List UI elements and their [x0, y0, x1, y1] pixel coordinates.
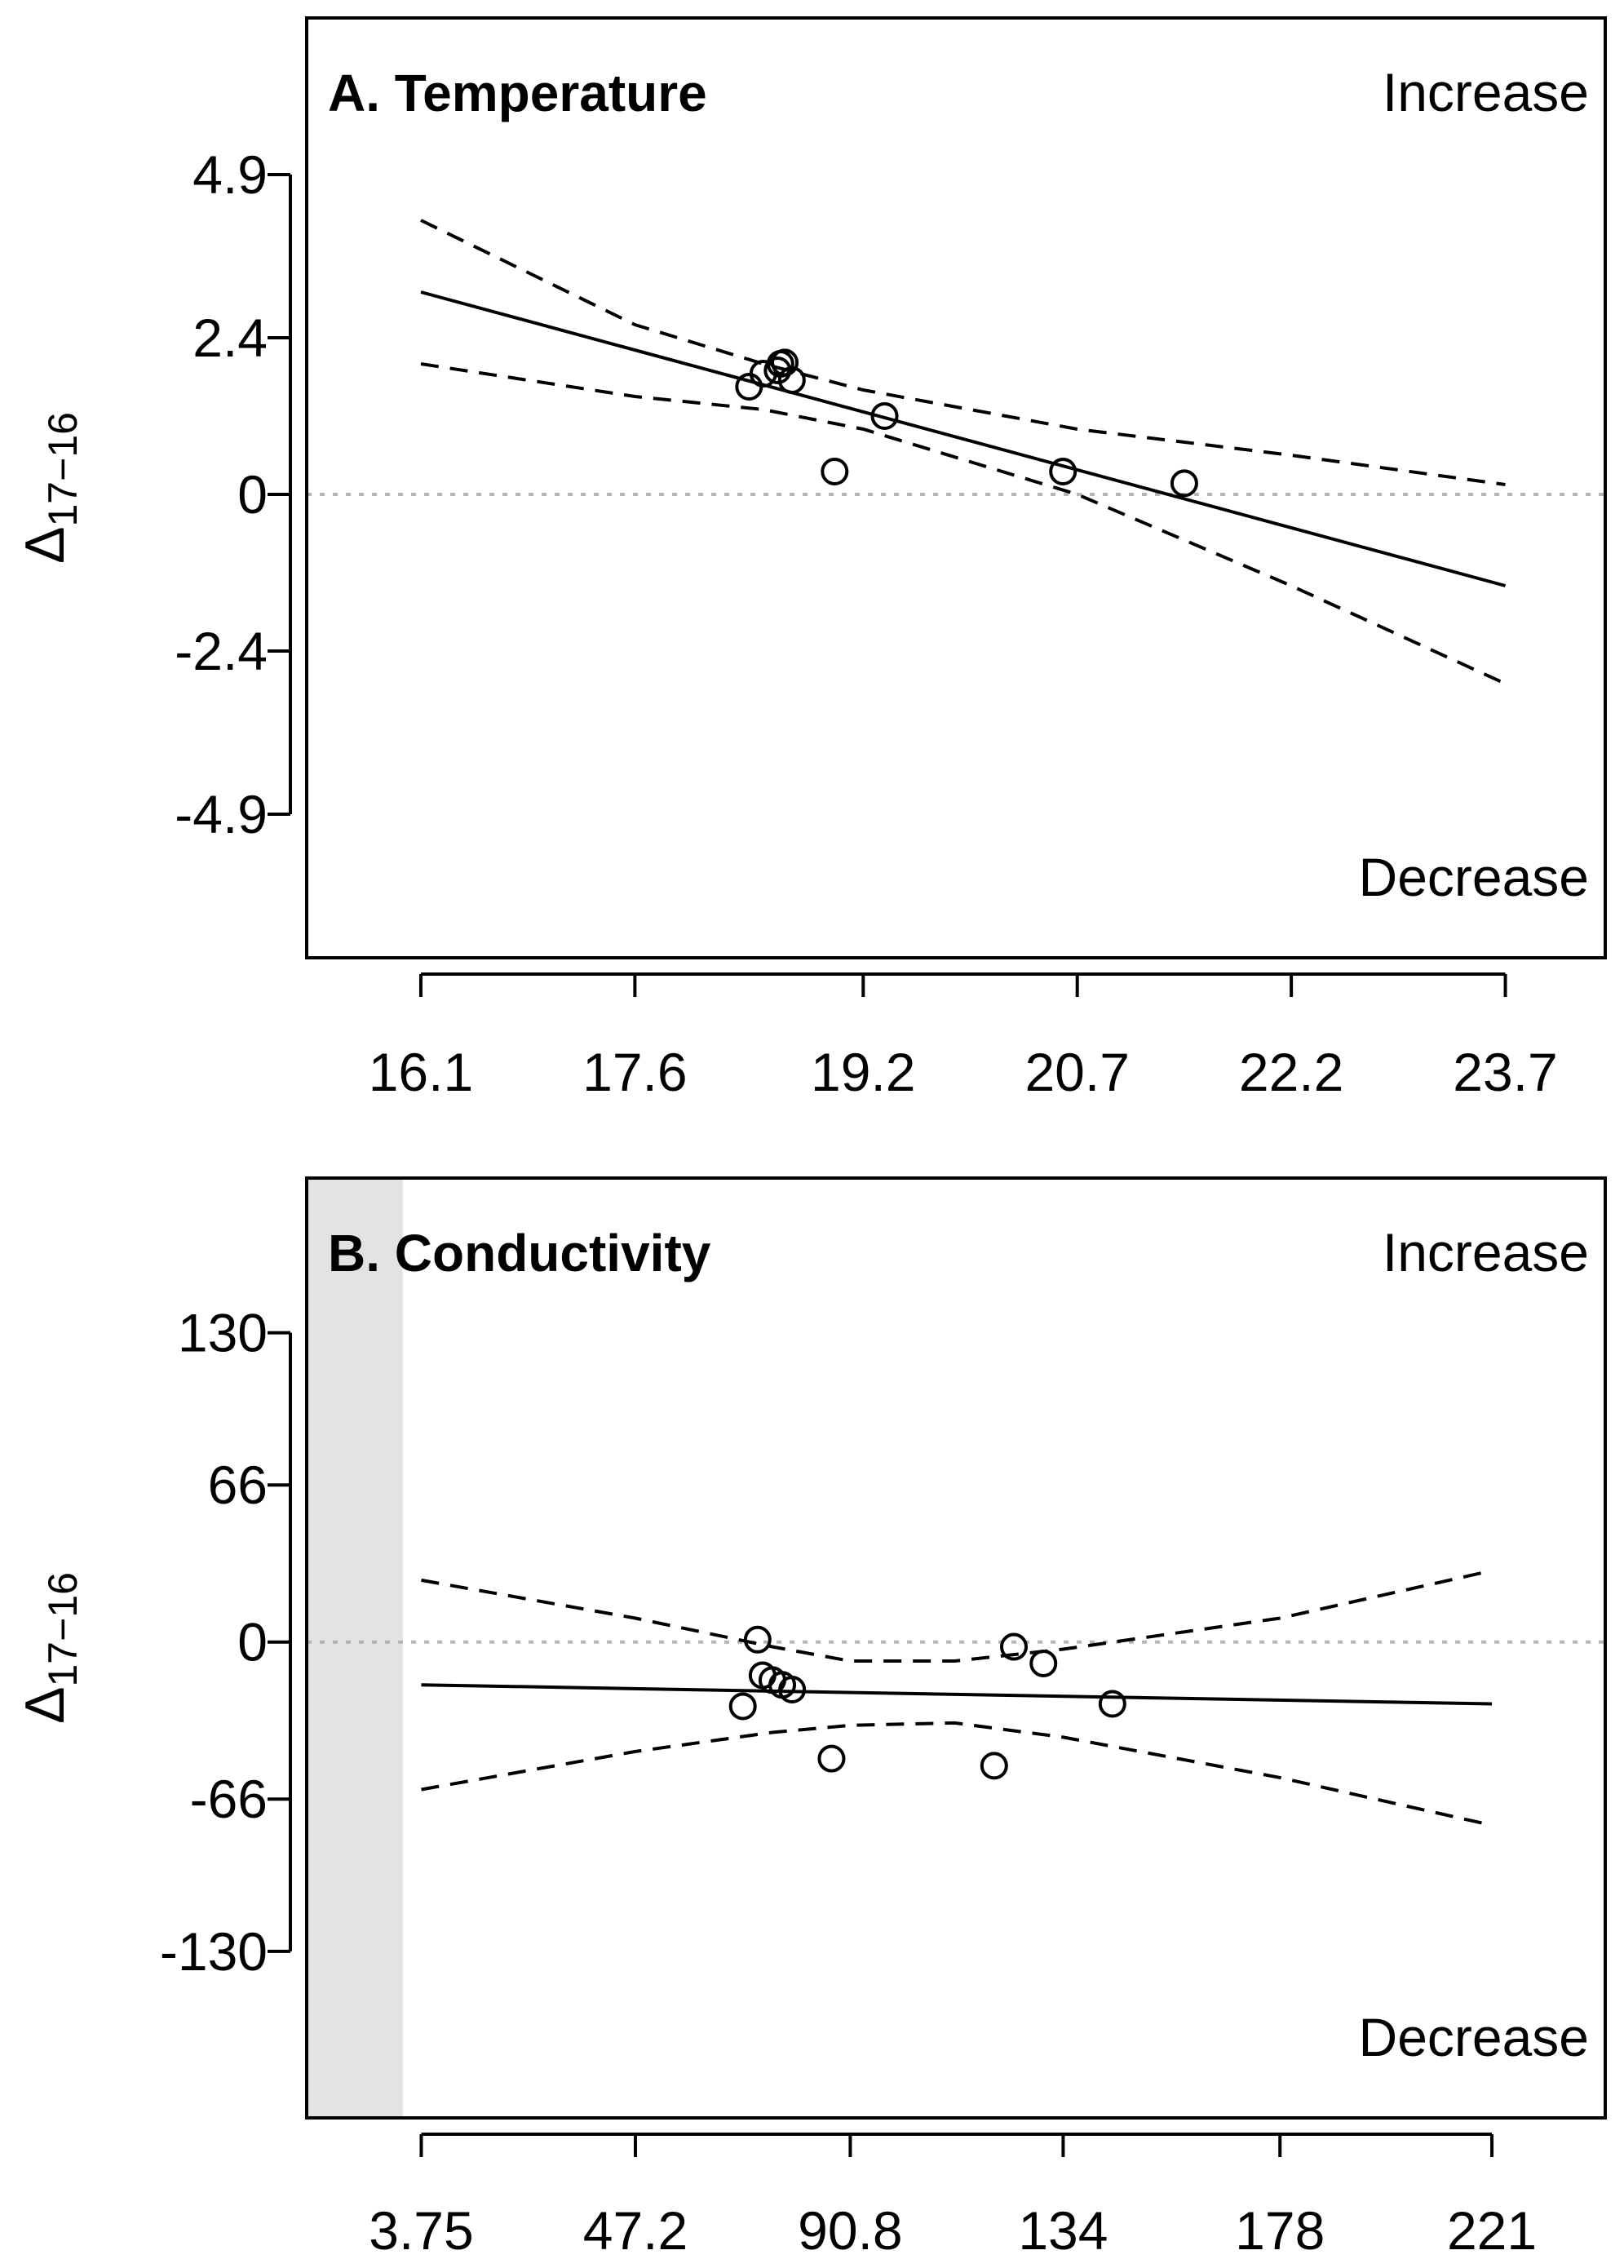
- x-tick-label: 47.2: [583, 2200, 688, 2261]
- data-point: [1029, 1649, 1058, 1677]
- y-tick-label: -130: [160, 1921, 268, 1982]
- ci-lower-line: [421, 1721, 1493, 1827]
- data-points: [735, 348, 1198, 498]
- increase-label: Increase: [1383, 62, 1589, 122]
- y-axis-title-symbol: Δ: [14, 527, 76, 564]
- data-points: [728, 1625, 1126, 1780]
- x-tick-label: 3.75: [369, 2200, 473, 2261]
- y-tick-label: -66: [190, 1769, 268, 1829]
- y-tick-label: 0: [237, 1612, 268, 1672]
- shaded-region: [307, 1178, 403, 2118]
- x-tick-label: 90.8: [798, 2200, 902, 2261]
- y-tick-label: -2.4: [175, 621, 268, 681]
- data-point: [771, 348, 799, 377]
- x-tick-label: 23.7: [1453, 1042, 1557, 1102]
- data-point: [1098, 1690, 1126, 1718]
- panel-title: A. Temperature: [328, 64, 707, 122]
- data-point: [1170, 469, 1198, 498]
- decrease-label: Decrease: [1359, 2007, 1589, 2067]
- ci-upper-line: [420, 219, 1506, 486]
- y-axis-title: Δ17−16: [14, 1572, 86, 1724]
- plot-frame: [305, 1176, 1607, 2120]
- ci-upper-line: [421, 1569, 1493, 1663]
- increase-label: Increase: [1383, 1222, 1589, 1282]
- data-point: [980, 1752, 1008, 1780]
- x-axis-ticks: [418, 974, 1507, 997]
- panel-title: B. Conductivity: [328, 1224, 711, 1282]
- ci-lower-line: [420, 362, 1507, 685]
- data-point: [1049, 458, 1078, 485]
- y-axis-ticks: [268, 1331, 290, 1953]
- data-point: [821, 458, 849, 485]
- regression-line: [420, 290, 1507, 587]
- data-point: [870, 402, 899, 430]
- x-tick-label: 22.2: [1239, 1042, 1343, 1102]
- x-tick-label: 134: [1018, 2200, 1108, 2261]
- panel-temperature: 16.1 17.6 19.2 20.7 22.2 23.7 4.9 2.4 0 …: [14, 16, 1607, 1102]
- data-point: [777, 366, 806, 394]
- y-axis-title-subscript: 17−16: [40, 1572, 86, 1686]
- data-point: [735, 373, 763, 401]
- data-point: [817, 1744, 846, 1773]
- panel-conductivity: 3.75 47.2 90.8 134 178 221 130 66 0 -66 …: [14, 1176, 1607, 2261]
- y-tick-label: -4.9: [175, 784, 268, 844]
- data-point: [743, 1625, 772, 1654]
- y-tick-label: 2.4: [192, 308, 268, 368]
- data-point: [999, 1632, 1028, 1661]
- y-tick-label: 130: [178, 1303, 268, 1363]
- data-point: [728, 1692, 757, 1721]
- x-tick-label: 221: [1447, 2200, 1537, 2261]
- y-axis-title-symbol: Δ: [14, 1687, 76, 1724]
- y-axis-title: Δ17−16: [14, 412, 86, 564]
- y-tick-label: 0: [237, 464, 268, 525]
- y-axis-ticks: [268, 173, 290, 816]
- x-tick-label: 178: [1235, 2200, 1325, 2261]
- x-tick-label: 16.1: [369, 1042, 473, 1102]
- data-point: [778, 1676, 807, 1704]
- plot-frame: [305, 16, 1607, 959]
- x-tick-label: 17.6: [582, 1042, 687, 1102]
- y-tick-label: 4.9: [192, 144, 268, 205]
- x-axis-ticks: [419, 2134, 1494, 2157]
- x-tick-label: 20.7: [1024, 1042, 1129, 1102]
- decrease-label: Decrease: [1359, 847, 1589, 907]
- regression-line: [421, 1683, 1493, 1706]
- y-axis-title-subscript: 17−16: [40, 412, 86, 526]
- y-tick-label: 66: [208, 1455, 268, 1515]
- x-tick-label: 19.2: [811, 1042, 915, 1102]
